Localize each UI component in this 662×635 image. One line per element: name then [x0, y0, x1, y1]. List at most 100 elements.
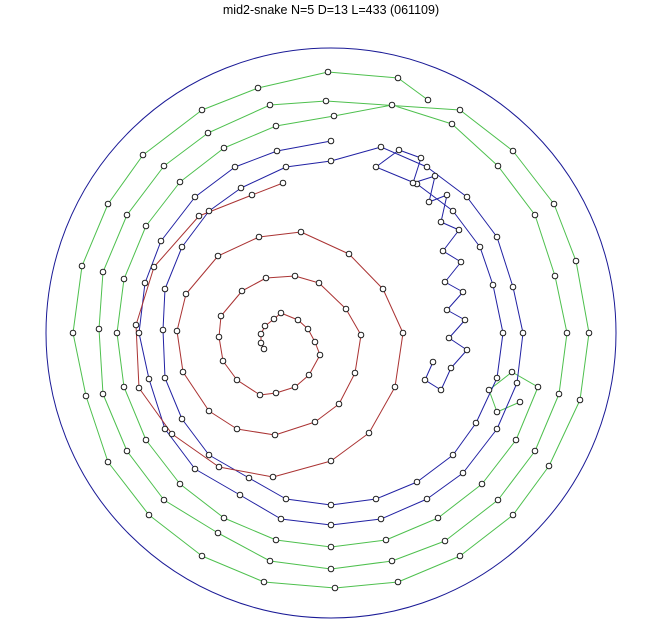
- node-marker: [191, 465, 199, 473]
- node-marker: [104, 458, 112, 466]
- node-marker: [441, 278, 449, 286]
- node-marker: [394, 578, 402, 586]
- node-marker: [294, 316, 302, 324]
- node-marker: [331, 584, 339, 592]
- node-marker: [236, 491, 244, 499]
- node-marker: [372, 495, 380, 503]
- node-marker: [516, 398, 524, 406]
- node-marker: [449, 207, 457, 215]
- node-marker: [508, 368, 516, 376]
- node-marker: [377, 515, 385, 523]
- node-marker: [132, 321, 140, 329]
- node-marker: [519, 329, 527, 337]
- node-marker: [161, 374, 169, 382]
- node-marker: [191, 193, 199, 201]
- node-marker: [178, 415, 186, 423]
- node-marker: [182, 290, 190, 298]
- node-marker: [512, 436, 520, 444]
- node-marker: [459, 288, 467, 296]
- node-marker: [179, 368, 187, 376]
- node-marker: [205, 207, 213, 215]
- node-marker: [463, 346, 471, 354]
- node-marker: [351, 369, 359, 377]
- node-marker: [262, 274, 270, 282]
- node-marker: [550, 200, 558, 208]
- node-marker: [413, 478, 421, 486]
- node-marker: [327, 457, 335, 465]
- node-marker: [120, 275, 128, 283]
- node-marker: [493, 425, 501, 433]
- node-marker: [150, 263, 158, 271]
- node-marker: [160, 496, 168, 504]
- node-marker: [493, 233, 501, 241]
- node-marker: [257, 339, 265, 347]
- node-marker: [447, 364, 455, 372]
- node-marker: [461, 316, 469, 324]
- node-marker: [425, 198, 433, 206]
- node-marker: [82, 392, 90, 400]
- node-marker: [120, 383, 128, 391]
- node-marker: [493, 408, 501, 416]
- node-marker: [176, 480, 184, 488]
- node-marker: [417, 154, 425, 162]
- node-marker: [345, 250, 353, 258]
- node-marker: [160, 162, 168, 170]
- node-marker: [255, 233, 263, 241]
- node-marker: [311, 338, 319, 346]
- node-marker: [254, 84, 262, 92]
- node-marker: [563, 329, 571, 337]
- node-marker: [476, 243, 484, 251]
- node-marker: [513, 379, 521, 387]
- node-marker: [277, 309, 285, 317]
- node-marker: [217, 312, 225, 320]
- node-marker: [382, 536, 390, 544]
- node-marker: [161, 425, 169, 433]
- node-marker: [429, 358, 437, 366]
- node-marker: [478, 480, 486, 488]
- node-marker: [104, 200, 112, 208]
- node-marker: [157, 237, 165, 245]
- node-marker: [388, 101, 396, 109]
- node-marker: [327, 543, 335, 551]
- node-marker: [173, 327, 181, 335]
- node-marker: [485, 386, 493, 394]
- node-marker: [509, 283, 517, 291]
- node-marker: [231, 163, 239, 171]
- node-marker: [437, 218, 445, 226]
- node-marker: [327, 157, 335, 165]
- node-marker: [113, 329, 121, 337]
- node-marker: [365, 429, 373, 437]
- node-marker: [282, 495, 290, 503]
- node-marker: [233, 376, 241, 384]
- boundary-circle: [45, 47, 617, 619]
- node-marker: [443, 306, 451, 314]
- node-marker: [161, 285, 169, 293]
- node-marker: [123, 447, 131, 455]
- node-marker: [443, 191, 451, 199]
- node-marker: [99, 268, 107, 276]
- node-marker: [297, 228, 305, 236]
- node-marker: [279, 179, 287, 187]
- node-marker: [377, 143, 385, 151]
- node-marker: [291, 383, 299, 391]
- node-marker: [457, 258, 465, 266]
- node-marker: [379, 285, 387, 293]
- node-marker: [509, 511, 517, 519]
- node-marker: [95, 325, 103, 333]
- node-marker: [178, 243, 186, 251]
- node-marker: [545, 462, 553, 470]
- node-marker: [238, 287, 246, 295]
- node-marker: [499, 329, 507, 337]
- node-marker: [449, 451, 457, 459]
- node-marker: [342, 305, 350, 313]
- node-marker: [423, 495, 431, 503]
- node-marker: [272, 389, 280, 397]
- node-marker: [494, 162, 502, 170]
- node-marker: [463, 193, 471, 201]
- node-marker: [534, 383, 542, 391]
- node-marker: [215, 463, 223, 471]
- node-marker: [551, 272, 559, 280]
- node-marker: [409, 179, 417, 187]
- node-marker: [441, 537, 449, 545]
